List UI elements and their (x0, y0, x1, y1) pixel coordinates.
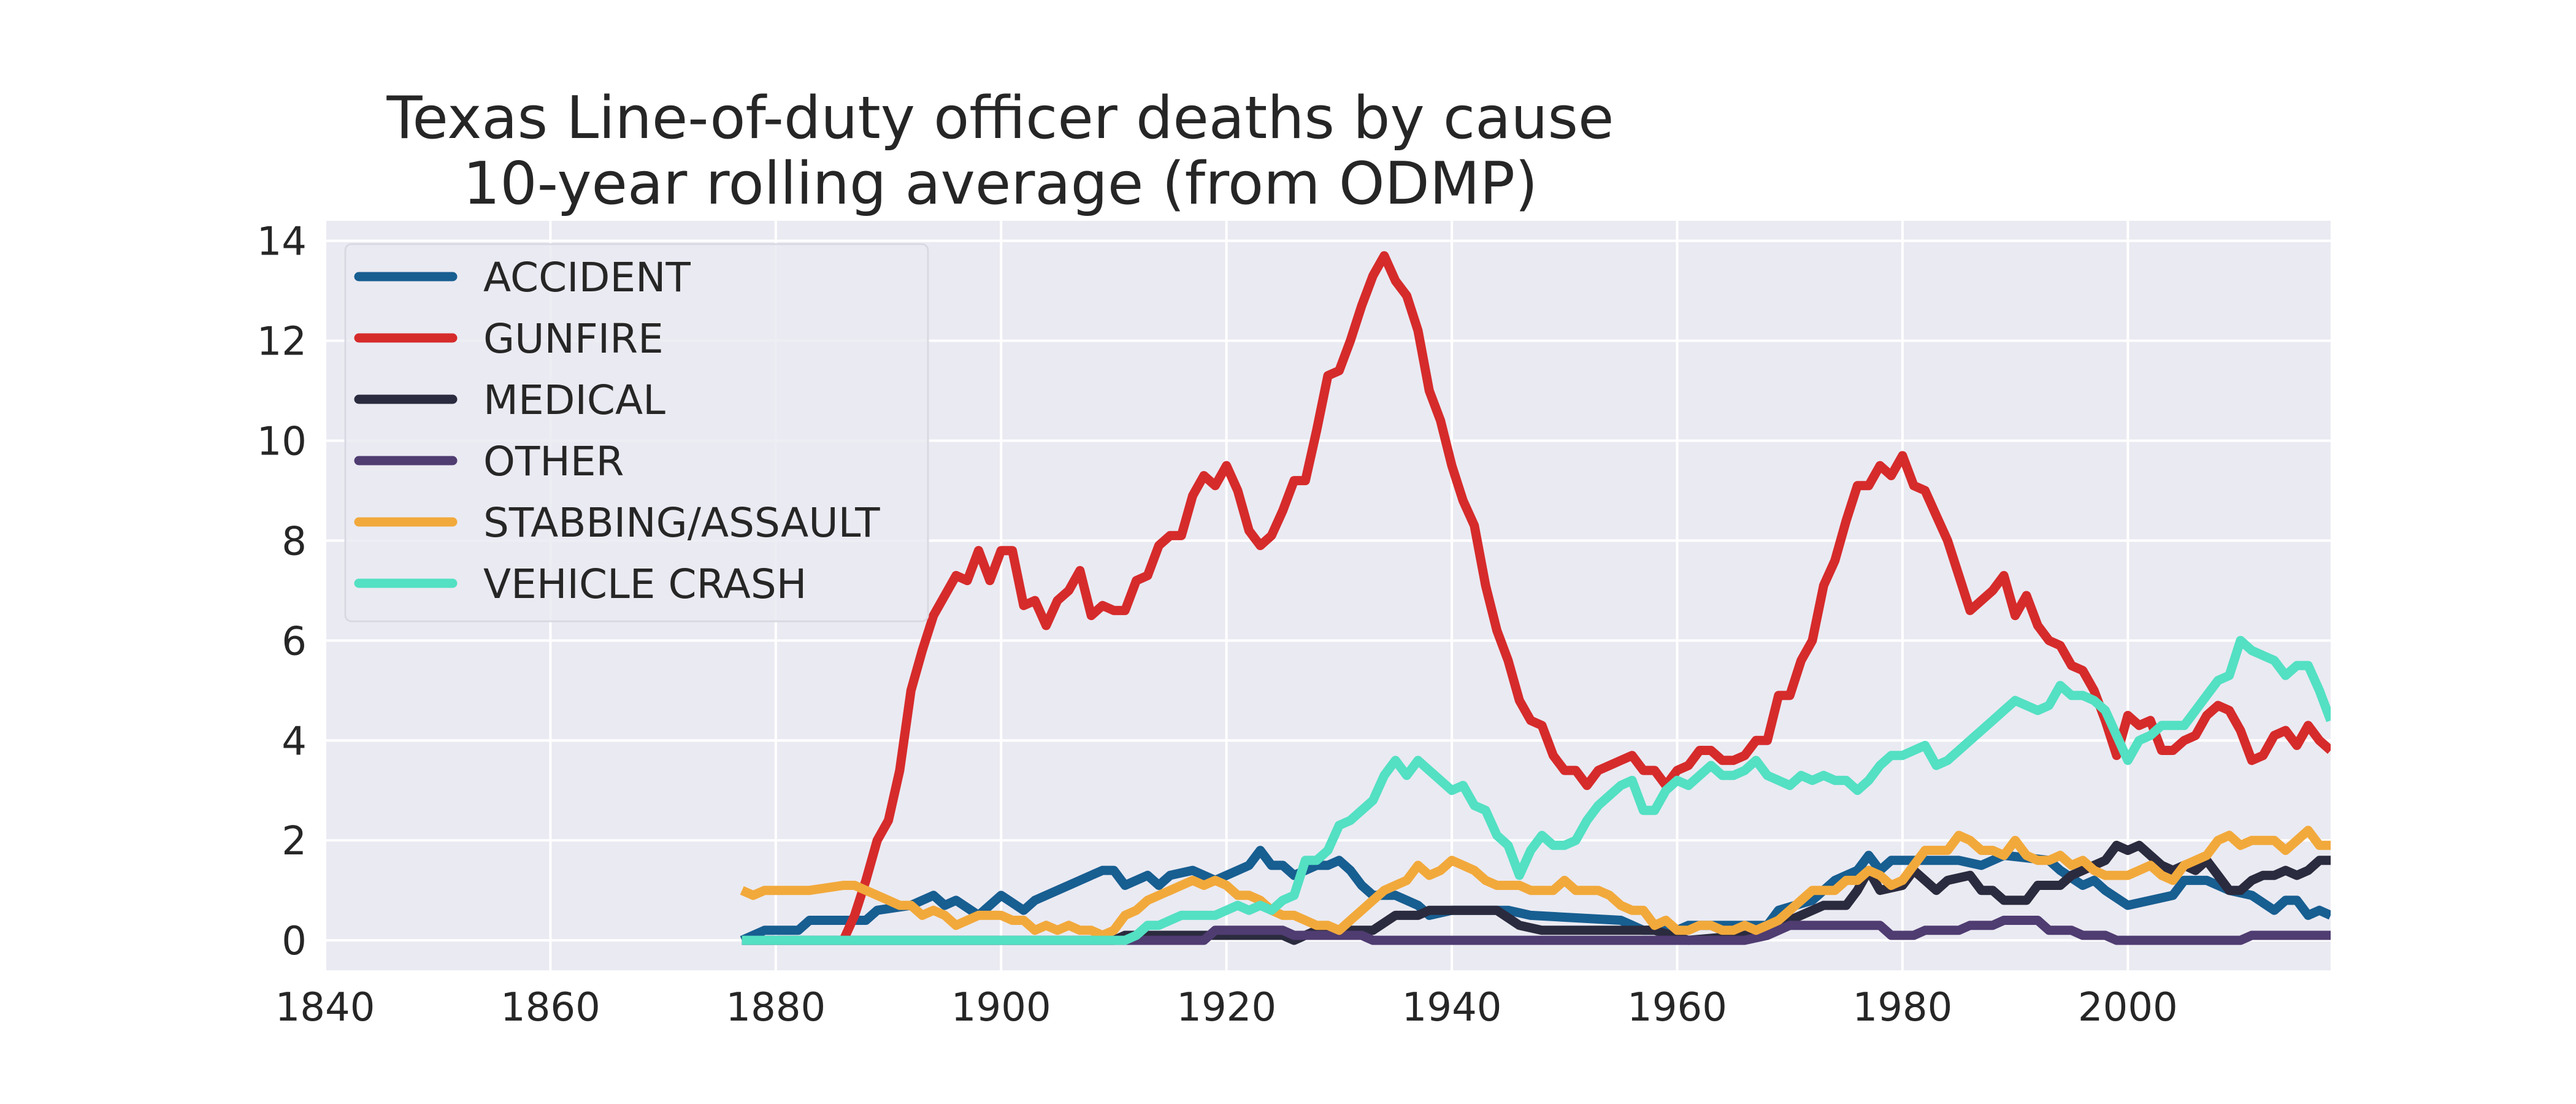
y-tick-label: 8 (282, 519, 307, 564)
y-tick-label: 6 (282, 619, 307, 664)
series-line (742, 840, 2331, 945)
y-tick-label: 2 (282, 819, 307, 864)
legend-label: MEDICAL (483, 377, 665, 424)
legend-label: STABBING/ASSAULT (483, 499, 880, 546)
series-line (742, 916, 2331, 945)
chart-title: Texas Line-of-duty officer deaths by cau… (386, 85, 1614, 218)
x-tick-label: 1900 (951, 985, 1051, 1030)
legend-label: GUNFIRE (483, 315, 664, 362)
legend-label: VEHICLE CRASH (483, 561, 807, 608)
x-tick-label: 1940 (1402, 985, 1502, 1030)
series-line (839, 251, 2331, 943)
x-tick-label: 1960 (1627, 985, 1727, 1030)
y-tick-label: 0 (282, 919, 307, 964)
series-line (740, 826, 2331, 940)
x-tick-label: 1980 (1852, 985, 1952, 1030)
legend-box (344, 243, 929, 623)
legend: ACCIDENT GUNFIRE MEDICAL OTHER STABBING/ASSA… (344, 243, 929, 623)
y-tick-label: 4 (282, 719, 307, 764)
x-tick-label: 2000 (2078, 985, 2178, 1030)
x-tick-label: 1880 (726, 985, 826, 1030)
x-tick-label: 1920 (1176, 985, 1276, 1030)
y-tick-label: 10 (257, 419, 307, 464)
chart-title-line: Texas Line-of-duty officer deaths by cau… (386, 85, 1614, 152)
chart-subtitle-line: 10-year rolling average (from ODMP) (463, 150, 1538, 218)
axis-tick-labels: 1840 1860 1880 1900 1920 1940 1960 1980 2000 0 2 4 6… (257, 220, 2178, 1030)
legend-label: ACCIDENT (483, 254, 691, 301)
series-line (742, 635, 2331, 945)
x-tick-label: 1860 (500, 985, 600, 1030)
legend-label: OTHER (483, 438, 624, 485)
x-tick-label: 1840 (275, 985, 375, 1030)
data-series (740, 251, 2331, 945)
y-tick-label: 12 (257, 320, 307, 365)
series-line (740, 846, 2331, 945)
y-tick-label: 14 (257, 220, 307, 265)
